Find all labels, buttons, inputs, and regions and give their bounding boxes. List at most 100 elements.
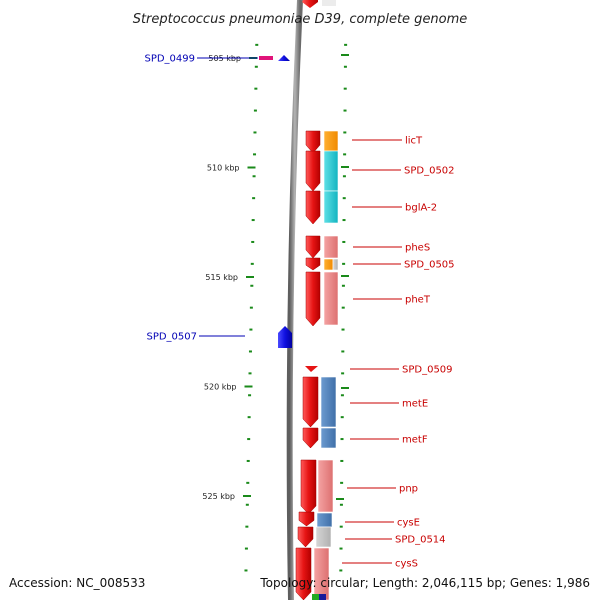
ruler-minor-tick [343,109,347,112]
gene-arrow-cysS[interactable] [295,547,312,600]
ruler-minor-tick [250,262,254,265]
ruler-minor-tick [247,438,251,441]
cog-box-pheS [323,235,339,259]
ruler-minor-tick [254,87,258,90]
ruler-minor-tick [244,569,248,572]
gene-label-SPD_0505[interactable]: SPD_0505 [404,260,455,271]
gene-arrow-cysE[interactable] [298,511,315,527]
ruler-minor-tick [253,131,257,134]
ruler-minor-tick [251,240,255,243]
gene-label-pheS[interactable]: pheS [405,243,430,254]
ruler-minor-tick [341,350,345,353]
gene-label-SPD_0499[interactable]: SPD_0499 [144,54,195,65]
cog-box-offscreen [322,0,336,6]
ruler-minor-tick [339,547,343,550]
genome-backbone [286,0,303,600]
ruler-minor-tick [343,65,347,68]
ruler-minor-tick [344,43,348,46]
ruler-minor-tick [339,525,343,528]
gene-label-cysE[interactable]: cysE [397,518,420,529]
gene-label-layer: SPD_0499 licT SPD_0502 bglA-2 pheS SPD_0505ph… [144,54,454,570]
gene-arrow-bglA-2[interactable] [305,190,321,225]
ruler-minor-tick [339,503,343,506]
cog-box-SPD_0505b [332,258,339,271]
gene-label-SPD_0509[interactable]: SPD_0509 [402,365,453,376]
cog-box-SPD_0505 [323,258,334,271]
cog-box-pheT [323,271,339,326]
ruler-minor-tick [341,306,345,309]
ruler-minor-tick [254,65,258,68]
ruler-minor-tick [343,87,347,90]
gene-arrow-SPD_0509[interactable] [305,366,318,372]
gene-arrow-SPD_0507[interactable] [278,326,292,348]
ruler-minor-tick [341,372,345,375]
ruler-minor-tick [249,306,253,309]
gene-arrow-SPD_0505[interactable] [305,257,321,271]
gene-label-pnp[interactable]: pnp [399,484,418,495]
gene-arrow-metF[interactable] [302,427,319,449]
ruler-minor-tick [253,109,257,112]
genome-backbone-layer [286,0,303,600]
gene-arrow-metE[interactable] [302,376,319,428]
accession-text: Accession: NC_008533 [9,576,145,590]
ruler-minor-tick [340,416,344,419]
ruler-minor-tick [339,569,343,572]
cog-box-SPD_0502 [323,150,339,192]
ruler-label: 510 kbp [207,164,240,173]
gene-label-cysS[interactable]: cysS [395,559,418,570]
gene-feature-SPD_0499[interactable] [259,56,273,60]
gene-arrow-offscreen[interactable] [302,0,318,8]
ruler-minor-tick [342,175,346,178]
gene-label-metF[interactable]: metF [402,435,428,446]
ruler-minor-tick [340,481,344,484]
ruler-minor-tick [249,328,253,331]
ruler-minor-tick [250,284,254,287]
gene-arrow-pheT[interactable] [305,271,321,327]
gene-arrow-licT[interactable] [305,130,321,154]
cog-track-layer [312,0,339,600]
cog-box-bglA-2 [323,190,339,224]
ruler-minor-tick [253,153,257,156]
ruler-minor-tick [341,284,345,287]
gene-label-pheT[interactable]: pheT [405,295,431,306]
cog-box-bottom [319,594,326,600]
ruler-label: 515 kbp [205,273,238,282]
genome-summary-text: Topology: circular; Length: 2,046,115 bp… [259,576,590,590]
cog-box-bottom [312,594,319,600]
ruler-minor-tick [342,240,346,243]
cog-box-cysS [313,547,330,600]
ruler-minor-tick [340,438,344,441]
cog-box-metF [320,427,337,449]
gene-label-metE[interactable]: metE [402,399,428,410]
cog-box-metE [320,376,337,428]
cog-box-licT [323,130,339,152]
ruler-minor-tick [244,547,248,550]
ruler-minor-tick [246,481,250,484]
cog-box-pnp [317,459,334,513]
gene-label-SPD_0514[interactable]: SPD_0514 [395,535,446,546]
map-title: Streptococcus pneumoniae D39, complete g… [133,12,468,27]
ruler-minor-tick [246,459,250,462]
ruler-minor-tick [340,394,344,397]
gene-arrow-SPD_0502[interactable] [305,150,321,192]
gene-label-SPD_0507[interactable]: SPD_0507 [146,332,197,343]
ruler-minor-tick [341,328,345,331]
ruler-minor-tick [340,459,344,462]
ruler-minor-tick [248,350,252,353]
gene-label-bglA-2[interactable]: bglA-2 [405,203,437,214]
ruler-minor-tick [245,503,249,506]
cog-box-cysE [316,512,333,528]
ruler-minor-tick [342,219,346,222]
ruler-minor-tick [255,43,259,46]
gene-arrow-SPD_0514[interactable] [297,526,314,548]
gene-arrow-pnp[interactable] [300,459,317,515]
gene-arrow-SPD_0499[interactable] [278,55,290,61]
ruler-label: 520 kbp [204,383,237,392]
ruler-minor-tick [343,131,347,134]
gene-arrow-pheS[interactable] [305,235,321,259]
gene-label-SPD_0502[interactable]: SPD_0502 [404,166,455,177]
gene-label-licT[interactable]: licT [405,136,423,147]
ruler-minor-tick [248,372,252,375]
ruler-minor-tick [251,219,255,222]
ruler-minor-tick [248,394,252,397]
